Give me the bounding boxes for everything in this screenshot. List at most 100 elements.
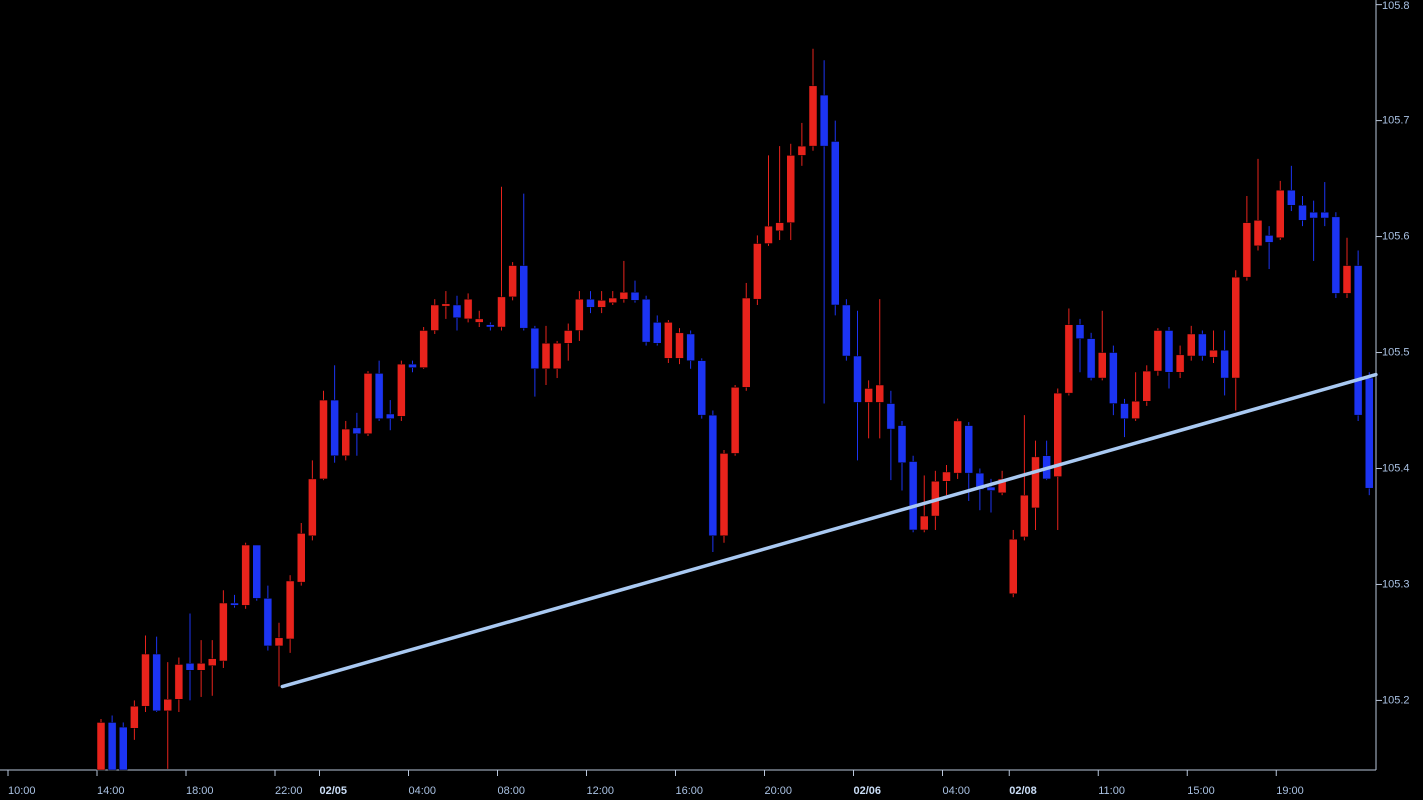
candle-body [1053,392,1062,477]
candle-body [697,360,706,416]
candle-body [686,333,695,361]
candle-body [230,602,239,606]
x-tick-label: 22:00 [275,785,303,797]
candle-body [374,373,384,419]
candle-body [408,363,417,368]
candle-body [953,420,962,474]
candle-body [920,515,929,531]
x-tick-label: 02/08 [1009,785,1037,797]
candle-body [1120,403,1129,419]
candle-body [975,472,985,490]
candle-body [1209,349,1218,358]
candle-body [775,222,784,232]
candle-body [1298,205,1307,221]
candle-body [541,343,551,370]
x-tick-label: 15:00 [1187,785,1215,797]
candle-body [742,297,751,388]
candle-body [463,298,473,320]
candle-body [575,298,584,331]
candle-body [864,388,873,403]
candle-body [1276,189,1285,238]
candle-body [297,533,306,583]
candle-body [964,425,973,474]
candle-body [942,471,951,482]
candle-body [174,664,184,700]
candle-body [397,363,406,417]
candle-body [274,637,284,647]
candle-body [719,453,729,537]
candle-body [441,303,451,307]
candle-body [530,327,540,370]
candle-body [1331,216,1341,294]
candle-body [352,427,362,434]
x-tick-label: 16:00 [676,785,704,797]
candle-body [608,297,617,303]
candle-body [1365,377,1374,489]
trend-line [280,372,1378,689]
candle-body [1309,211,1318,219]
candle-body [196,663,206,671]
candle-body [897,425,907,463]
candle-body [797,145,807,156]
candle-body [263,598,273,647]
y-tick-label: 105.7 [1382,115,1410,127]
candle-body [586,298,595,308]
candle-body [252,544,261,599]
candle-body [908,461,918,531]
candle-body [185,663,195,671]
candle-body [1075,324,1085,339]
x-tick-label: 04:00 [943,785,971,797]
x-tick-label: 14:00 [97,785,125,797]
candle-body [508,265,517,298]
candle-body [853,355,862,403]
x-tick-label: 11:00 [1098,785,1125,797]
candle-body [597,300,606,308]
candle-body [486,324,495,328]
x-tick-label: 18:00 [186,785,214,797]
candle-body [675,332,684,359]
x-tick-label: 08:00 [498,785,526,797]
candle-body [552,343,562,370]
y-tick-label: 105.5 [1382,346,1410,358]
candle-body [430,304,439,331]
candle-body [764,225,773,244]
candle-body [219,602,228,662]
candle-body [1264,235,1274,243]
candle-body [96,722,106,771]
y-tick-label: 105.3 [1382,578,1410,590]
candle-body [497,296,506,328]
candle-body [308,478,317,537]
x-tick-label: 12:00 [587,785,615,797]
candle-body [653,322,662,344]
candle-body [1031,456,1040,509]
candle-body [753,243,762,300]
candle-body [664,322,673,359]
y-tick-label: 105.8 [1382,0,1410,12]
candle-body [241,544,250,606]
candle-body [330,399,339,456]
candle-body [341,428,350,456]
candle-body [819,94,829,147]
candle-body [1353,265,1363,416]
candle-body [1153,330,1163,372]
candle-body [1109,352,1118,404]
candle-body [831,141,840,306]
candle-body [119,726,128,771]
candle-body [107,722,117,771]
candle-body [1187,333,1196,357]
candle-body [1142,370,1151,402]
candle-body [1231,276,1240,379]
candle-body [842,304,851,357]
x-tick-label: 04:00 [409,785,437,797]
candle-body [1064,324,1074,394]
candle-body [1009,538,1018,594]
candle-body [1242,222,1252,278]
x-tick-label: 19:00 [1276,785,1304,797]
candle-body [1198,333,1207,357]
candle-body [997,478,1007,494]
candle-body [1342,265,1352,294]
candle-body [475,318,484,323]
y-tick-label: 105.4 [1382,462,1410,474]
candle-body [886,403,896,430]
candle-body [808,85,818,147]
